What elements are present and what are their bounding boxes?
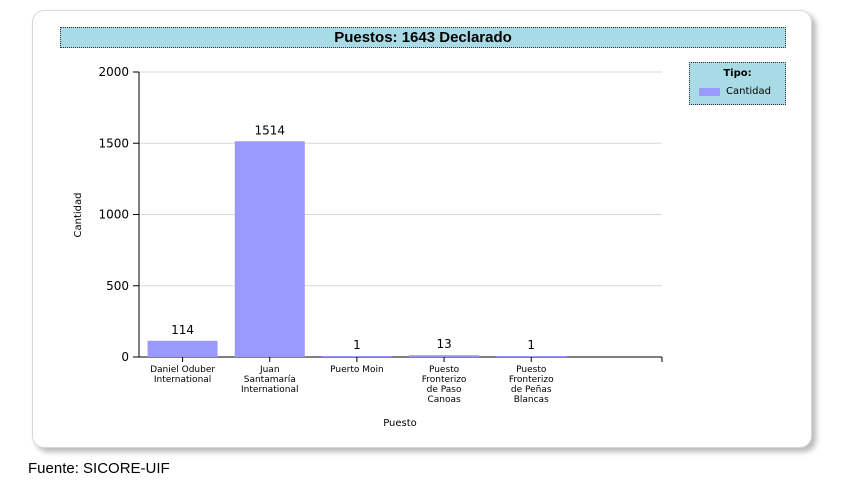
x-tick-label: Daniel Oduber International <box>150 365 215 385</box>
x-axis-label: Puesto <box>383 418 417 429</box>
bar <box>409 355 480 357</box>
chart-panel <box>32 10 812 448</box>
legend: Tipo: Cantidad <box>689 62 786 105</box>
y-tick-label: 1500 <box>98 136 129 150</box>
legend-item: Cantidad <box>699 86 771 97</box>
data-label: 1 <box>353 338 361 352</box>
legend-swatch <box>699 87 720 96</box>
legend-title: Tipo: <box>723 68 752 79</box>
data-label: 13 <box>436 337 451 351</box>
bar <box>234 141 305 357</box>
y-tick-label: 0 <box>121 350 129 364</box>
bar <box>147 340 218 357</box>
y-tick-label: 1000 <box>98 208 129 222</box>
bar <box>321 356 392 357</box>
x-tick-label: Juan Santamaría International <box>241 365 298 395</box>
y-tick-label: 2000 <box>98 65 129 79</box>
x-tick-label: Puerto Moin <box>330 365 384 375</box>
source-note: Fuente: SICORE-UIF <box>28 460 170 477</box>
bar <box>496 356 567 357</box>
y-axis-label: Cantidad <box>73 193 84 238</box>
data-label: 1514 <box>254 123 285 137</box>
legend-label: Cantidad <box>726 86 771 97</box>
y-tick-label: 500 <box>106 279 129 293</box>
data-label: 1 <box>527 338 535 352</box>
x-tick-label: Puesto Fronterizo de Paso Canoas <box>422 365 467 405</box>
chart-title: Puestos: 1643 Declarado <box>60 27 786 48</box>
x-tick-label: Puesto Fronterizo de Peñas Blancas <box>509 365 554 405</box>
data-label: 114 <box>171 323 194 337</box>
